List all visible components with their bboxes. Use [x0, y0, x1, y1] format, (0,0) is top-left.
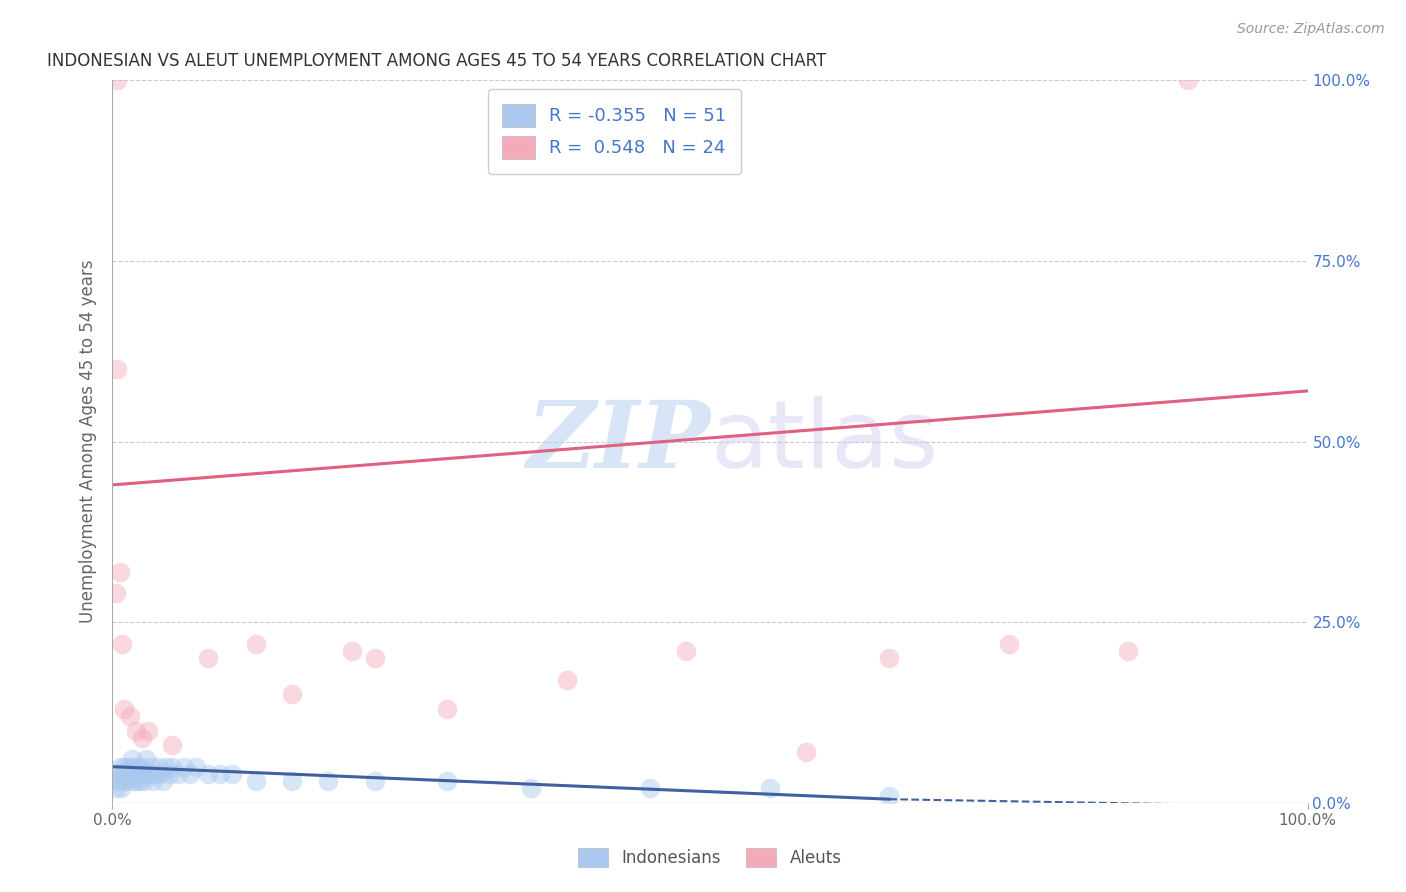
Point: [110, 781, 132, 796]
Point: [197, 767, 219, 781]
Point: [245, 637, 267, 651]
Point: [281, 687, 304, 701]
Point: [1177, 73, 1199, 87]
Point: [186, 760, 208, 774]
Point: [105, 362, 128, 376]
Point: [879, 789, 901, 803]
Point: [364, 651, 387, 665]
Point: [135, 752, 157, 766]
Point: [125, 723, 148, 738]
Point: [107, 774, 129, 789]
Point: [436, 774, 458, 789]
Point: [555, 673, 578, 687]
Point: [129, 767, 152, 781]
Point: [124, 767, 146, 781]
Point: [221, 767, 243, 781]
Point: [146, 760, 169, 774]
Point: [111, 637, 134, 651]
Point: [121, 752, 143, 766]
Point: [132, 774, 155, 789]
Point: [120, 767, 142, 781]
Point: [340, 644, 363, 658]
Point: [114, 760, 135, 774]
Text: ZIP: ZIP: [526, 397, 710, 486]
Point: [162, 760, 183, 774]
Point: [131, 731, 153, 745]
Point: [159, 767, 181, 781]
Point: [162, 738, 183, 752]
Point: [436, 702, 458, 716]
Point: [108, 760, 131, 774]
Text: INDONESIAN VS ALEUT UNEMPLOYMENT AMONG AGES 45 TO 54 YEARS CORRELATION CHART: INDONESIAN VS ALEUT UNEMPLOYMENT AMONG A…: [46, 53, 825, 70]
Point: [105, 73, 128, 87]
Point: [149, 767, 172, 781]
Point: [114, 767, 136, 781]
Text: Source: ZipAtlas.com: Source: ZipAtlas.com: [1237, 22, 1385, 37]
Point: [245, 774, 267, 789]
Point: [125, 774, 148, 789]
Point: [281, 774, 304, 789]
Point: [131, 760, 153, 774]
Point: [316, 774, 339, 789]
Point: [114, 702, 135, 716]
Point: [152, 774, 174, 789]
Point: [117, 760, 139, 774]
Point: [794, 745, 817, 759]
Point: [520, 781, 543, 796]
Point: [139, 760, 162, 774]
Point: [120, 709, 142, 723]
Point: [127, 760, 149, 774]
Point: [129, 774, 152, 789]
Point: [138, 723, 160, 738]
Point: [112, 774, 135, 789]
Point: [115, 774, 138, 789]
Point: [122, 760, 145, 774]
Point: [138, 767, 160, 781]
Point: [105, 781, 128, 796]
Point: [105, 586, 128, 600]
Point: [173, 760, 195, 774]
Point: [142, 774, 165, 789]
Point: [128, 767, 150, 781]
Point: [108, 565, 131, 579]
Point: [675, 644, 697, 658]
Point: [759, 781, 782, 796]
Point: [640, 781, 662, 796]
Point: [121, 774, 143, 789]
Text: atlas: atlas: [710, 395, 938, 488]
Y-axis label: Unemployment Among Ages 45 to 54 years: Unemployment Among Ages 45 to 54 years: [79, 260, 97, 624]
Point: [134, 767, 156, 781]
Point: [998, 637, 1021, 651]
Point: [155, 760, 177, 774]
Point: [167, 767, 190, 781]
Point: [145, 767, 167, 781]
Point: [879, 651, 901, 665]
Point: [105, 767, 128, 781]
Point: [111, 767, 134, 781]
Point: [197, 651, 219, 665]
Point: [364, 774, 387, 789]
Point: [179, 767, 201, 781]
Point: [209, 767, 232, 781]
Legend: Indonesians, Aleuts: Indonesians, Aleuts: [572, 841, 848, 874]
Point: [1118, 644, 1140, 658]
